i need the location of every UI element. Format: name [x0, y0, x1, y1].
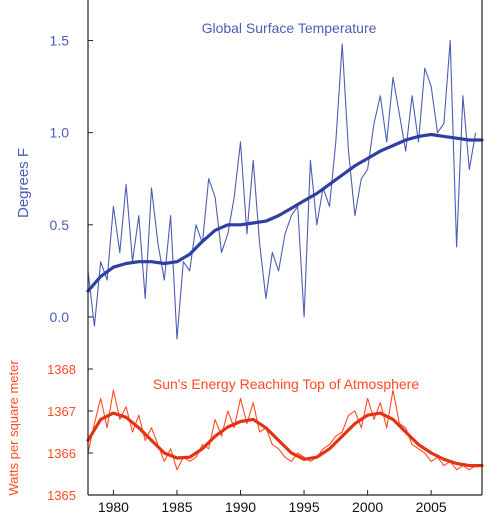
temperature-monthly-line	[87, 39, 477, 340]
temperature-y-tick-label: 0.0	[50, 309, 70, 325]
solar-y-tick-label: 1368	[47, 362, 76, 377]
temperature-y-tick-label: 1.5	[50, 33, 70, 49]
plot-frame	[87, 0, 483, 496]
solar-y-tick-label: 1365	[47, 488, 76, 503]
solar-series	[86, 389, 484, 471]
solar-panel: Sun's Energy Reaching Top of Atmosphere …	[6, 360, 484, 503]
temperature-y-axis-label: Degrees F	[15, 148, 32, 218]
solar-y-tick-label: 1367	[47, 404, 76, 419]
solar-chart-title: Sun's Energy Reaching Top of Atmosphere	[153, 376, 419, 392]
temperature-series	[86, 39, 484, 340]
temperature-panel: Global Surface Temperature Degrees F 0.0…	[15, 20, 484, 340]
x-tick-label: 1980	[98, 499, 129, 515]
solar-y-axis: 1365 1366 1367 1368	[47, 362, 93, 503]
temperature-y-tick-label: 1.0	[50, 125, 70, 141]
solar-monthly-line	[87, 389, 476, 471]
x-tick-label: 1985	[161, 499, 192, 515]
temperature-chart-title: Global Surface Temperature	[202, 20, 377, 36]
x-tick-label: 1990	[225, 499, 256, 515]
x-axis: 1980 1985 1990 1995 2000 2005	[98, 490, 447, 515]
temperature-y-tick-label: 0.5	[50, 217, 70, 233]
solar-y-tick-label: 1366	[47, 446, 76, 461]
temperature-smoothed-line	[86, 132, 484, 293]
x-tick-label: 2005	[416, 499, 447, 515]
x-tick-label: 1995	[288, 499, 319, 515]
x-tick-label: 2000	[352, 499, 383, 515]
solar-y-axis-label: Watts per square meter	[6, 360, 21, 496]
solar-smoothed-line	[86, 411, 484, 468]
temperature-y-axis: 0.0 0.5 1.0 1.5	[50, 33, 93, 325]
